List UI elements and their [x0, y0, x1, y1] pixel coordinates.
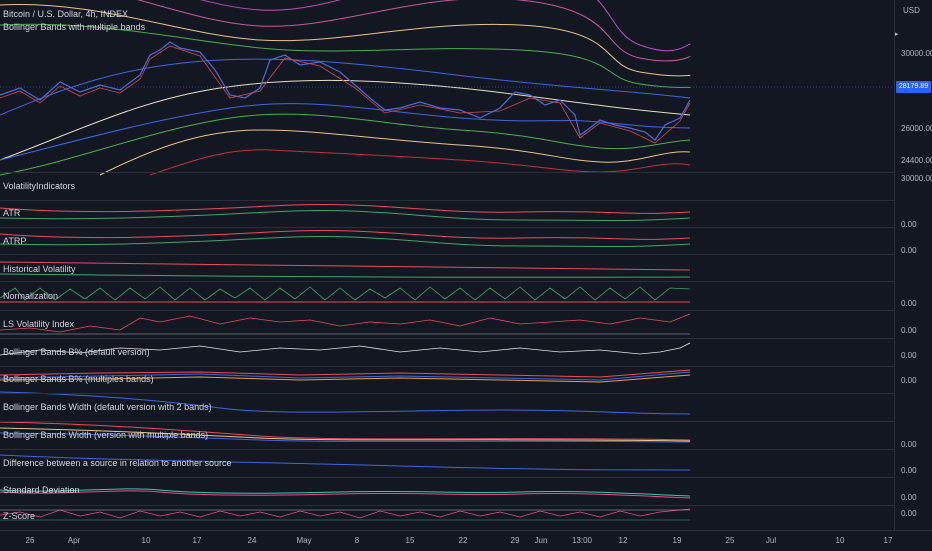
pane-value: 0.00	[901, 440, 917, 449]
bbpct-multi-blue	[0, 371, 691, 381]
time-tick: 26	[25, 536, 35, 545]
pane-value: 0.00	[901, 376, 917, 385]
pane-title[interactable]: Standard Deviation	[3, 485, 80, 495]
pane-divider[interactable]	[0, 505, 894, 506]
pane-divider[interactable]	[0, 393, 894, 394]
pane-value: 0.00	[901, 509, 917, 518]
stdev-pink	[0, 490, 691, 499]
time-tick: 15	[405, 536, 415, 545]
time-tick: 24	[247, 536, 257, 545]
pane-value: 0.00	[901, 326, 917, 335]
band-basis	[0, 79, 691, 161]
time-tick: 25	[725, 536, 735, 545]
pane-title[interactable]: ATRP	[3, 236, 27, 246]
pane-divider[interactable]	[0, 310, 894, 311]
bbw-multi-red	[0, 421, 691, 441]
band-upper-1	[0, 23, 691, 89]
bbw-multi-blue	[0, 432, 691, 443]
time-tick: 8	[354, 536, 360, 545]
pane-divider[interactable]	[0, 200, 894, 201]
time-tick: 17	[192, 536, 202, 545]
norm-green	[0, 286, 691, 301]
time-tick: 10	[141, 536, 151, 545]
time-tick: 17	[883, 536, 893, 545]
band-lower-3	[99, 129, 691, 176]
price-label: 24400.00	[901, 156, 932, 165]
atr-red	[0, 203, 691, 214]
pane-title[interactable]: Bollinger Bands B% (default version)	[3, 347, 150, 357]
pane-divider[interactable]	[0, 477, 894, 478]
pane-title[interactable]: Z-Score	[3, 511, 36, 521]
pane-title[interactable]: Difference between a source in relation …	[3, 458, 232, 468]
pane-title[interactable]: Bollinger Bands Width (default version w…	[3, 402, 212, 412]
pane-divider[interactable]	[0, 281, 894, 282]
time-tick: Jul	[765, 536, 777, 545]
pane-title[interactable]: Historical Volatility	[3, 264, 76, 274]
pane-divider[interactable]	[0, 254, 894, 255]
diff-blue	[0, 454, 691, 471]
bbw-blue	[0, 391, 691, 415]
bbpct-multi-orange	[0, 374, 691, 383]
band-lower-2	[0, 113, 691, 176]
hv-red	[0, 261, 691, 271]
band-basis-upper	[0, 58, 691, 116]
band-lower-4	[149, 149, 691, 176]
time-tick: 29	[510, 536, 520, 545]
pane-title[interactable]: Normalization	[3, 291, 59, 301]
pane-title[interactable]: LS Volatility Index	[3, 319, 75, 329]
bbpct-white	[0, 342, 691, 356]
price-label: 30000.00	[901, 49, 932, 58]
symbol-title[interactable]: Bitcoin / U.S. Dollar, 4h, INDEX	[3, 9, 129, 19]
time-tick: Apr	[67, 536, 81, 545]
atrp-green	[0, 236, 691, 247]
price-label: 26000.00	[901, 124, 932, 133]
atr-green	[0, 210, 691, 221]
ls-red	[0, 313, 691, 333]
pane-value: 30000.00	[901, 174, 932, 183]
time-axis[interactable]: 26 Apr 10 17 24 May 8 15 22 29 Jun 13:00…	[0, 530, 932, 551]
pane-value: 0.00	[901, 466, 917, 475]
pane-value: 0.00	[901, 493, 917, 502]
price-axis[interactable]: USD ▸ 30000.00 28179.89 26000.00 24400.0…	[894, 0, 932, 530]
pane-divider[interactable]	[0, 172, 894, 173]
pane-value: 0.00	[901, 351, 917, 360]
pane-divider[interactable]	[0, 366, 894, 367]
pane-value: 0.00	[901, 220, 917, 229]
chevron-right-icon[interactable]: ▸	[895, 31, 899, 38]
time-tick: 22	[458, 536, 468, 545]
pane-divider[interactable]	[0, 421, 894, 422]
pane-title[interactable]: Bollinger Bands B% (multiples bands)	[3, 374, 154, 384]
time-tick: May	[296, 536, 312, 545]
hv-green	[0, 273, 691, 278]
currency-label: USD	[903, 6, 920, 15]
bbpct-multi-red	[0, 369, 691, 378]
band-upper-4	[200, 0, 691, 52]
bbw-multi-orange	[0, 427, 691, 442]
time-tick: 19	[672, 536, 682, 545]
pane-divider[interactable]	[0, 449, 894, 450]
band-upper-3	[136, 0, 691, 62]
price-line	[0, 41, 691, 141]
chart-svg	[0, 0, 894, 521]
band-upper-2	[0, 4, 691, 77]
current-price-badge: 28179.89	[896, 81, 931, 93]
pane-divider[interactable]	[0, 227, 894, 228]
atrp-red	[0, 229, 691, 240]
time-tick: 12	[618, 536, 628, 545]
band-lower-1	[0, 103, 691, 161]
pane-value: 0.00	[901, 246, 917, 255]
stdev-teal	[0, 488, 691, 497]
z-multi	[0, 508, 691, 519]
pane-title[interactable]: VolatilityIndicators	[3, 181, 76, 191]
price-line-red	[0, 45, 691, 144]
time-tick: 13:00	[571, 536, 593, 545]
pane-title[interactable]: ATR	[3, 208, 21, 218]
chart-area[interactable]: Bitcoin / U.S. Dollar, 4h, INDEX Bolling…	[0, 0, 894, 550]
pane-title[interactable]: Bollinger Bands Width (version with mult…	[3, 430, 209, 440]
pane-divider[interactable]	[0, 338, 894, 339]
indicator-title[interactable]: Bollinger Bands with multiple bands	[3, 22, 146, 32]
time-tick: 10	[835, 536, 845, 545]
time-tick: Jun	[534, 536, 548, 545]
pane-value: 0.00	[901, 299, 917, 308]
